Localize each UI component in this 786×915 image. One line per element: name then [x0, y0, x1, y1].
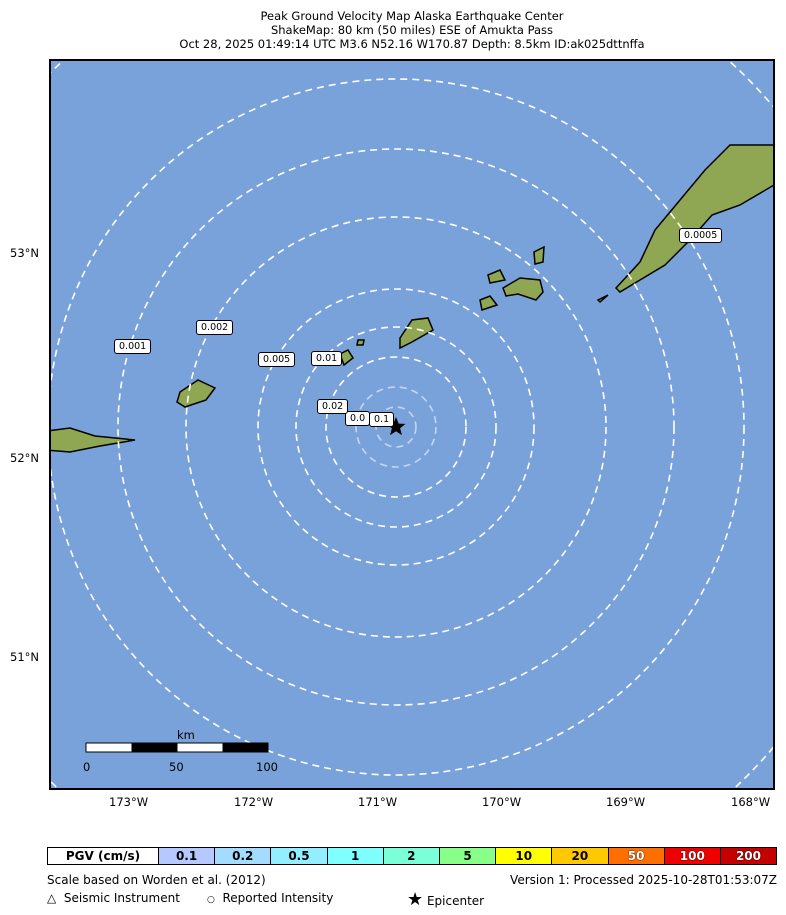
contour-label: 0.1 — [369, 412, 395, 427]
island — [596, 294, 609, 304]
legend-bin: 5 — [438, 848, 496, 864]
reported-label: Reported Intensity — [222, 891, 334, 905]
contour-label: 0.01 — [311, 351, 343, 366]
pgv-contour — [355, 386, 437, 468]
island — [487, 269, 507, 284]
map-frame — [49, 59, 775, 790]
star-icon: ★ — [407, 889, 424, 910]
title-line-3: Oct 28, 2025 01:49:14 UTC M3.6 N52.16 W1… — [179, 37, 645, 51]
scale-label: 50 — [169, 760, 184, 774]
lon-tick: 168°W — [731, 795, 771, 809]
triangle-icon: △ — [47, 891, 57, 905]
contour-label: 0.02 — [317, 399, 349, 414]
island — [50, 427, 136, 453]
pgv-contour — [257, 288, 535, 566]
land — [50, 144, 774, 453]
scale-unit: km — [177, 728, 195, 742]
epicenter-label: Epicenter — [426, 894, 485, 908]
island — [356, 339, 365, 346]
lon-tick: 169°W — [606, 795, 646, 809]
lon-tick: 171°W — [358, 795, 398, 809]
legend-bin: 2 — [382, 848, 439, 864]
legend-bin: 200 — [719, 848, 777, 864]
pgv-contour — [295, 326, 497, 528]
legend-header: PGV (cm/s) — [65, 849, 141, 863]
lat-tick: 51°N — [10, 650, 39, 664]
legend-bin: 20 — [551, 848, 608, 864]
island — [614, 144, 774, 293]
reported-legend: ○ Reported Intensity — [207, 891, 333, 905]
island — [176, 379, 217, 408]
lon-tick: 172°W — [234, 795, 274, 809]
contour-label: 0.0 — [345, 411, 371, 426]
pgv-contour — [50, 78, 745, 776]
island — [502, 277, 544, 301]
scale-label: 0 — [83, 760, 91, 774]
legend-bin: 50 — [607, 848, 664, 864]
legend-bin: 0.2 — [214, 848, 271, 864]
contour-label: 0.005 — [258, 352, 296, 367]
contour-label: 0.0005 — [679, 228, 723, 243]
contour-label: 0.002 — [196, 320, 234, 335]
scale-label: 100 — [256, 760, 278, 774]
legend-bin: 10 — [495, 848, 552, 864]
contour-label: 0.001 — [114, 339, 152, 354]
scale-note: Scale based on Worden et al. (2012) — [47, 873, 266, 887]
legend-bin: 1 — [326, 848, 383, 864]
legend-bin: 100 — [663, 848, 720, 864]
seismic-legend: △ Seismic Instrument — [47, 891, 180, 905]
pgv-contour — [325, 356, 467, 498]
version-note: Version 1: Processed 2025-10-28T01:53:07… — [510, 873, 777, 887]
lon-tick: 170°W — [482, 795, 522, 809]
pgv-contour — [117, 148, 675, 706]
map-title: Peak Ground Velocity Map Alaska Earthqua… — [0, 9, 786, 51]
legend-bin: 0.1 — [158, 848, 215, 864]
title-line-1: Peak Ground Velocity Map Alaska Earthqua… — [260, 9, 564, 23]
lon-tick: 173°W — [109, 795, 149, 809]
island — [399, 317, 434, 350]
pgv-legend: PGV (cm/s) 0.1 0.2 0.5 1 2 5 10 20 50 100 200 — [47, 847, 777, 865]
title-line-2: ShakeMap: 80 km (50 miles) ESE of Amukta… — [270, 23, 554, 37]
epicenter-legend: ★ Epicenter — [407, 889, 484, 910]
seismic-label: Seismic Instrument — [63, 891, 180, 905]
legend-bin: 0.5 — [270, 848, 327, 864]
pgv-contour — [375, 406, 417, 448]
star-icon — [386, 417, 406, 436]
lat-tick: 52°N — [10, 451, 39, 465]
island — [533, 245, 545, 265]
pgv-contour — [185, 216, 607, 638]
ocean — [50, 60, 774, 789]
lat-tick: 53°N — [10, 246, 39, 260]
scale-bar — [85, 742, 269, 753]
circle-icon: ○ — [207, 895, 215, 905]
island — [339, 349, 354, 367]
island — [479, 295, 499, 311]
